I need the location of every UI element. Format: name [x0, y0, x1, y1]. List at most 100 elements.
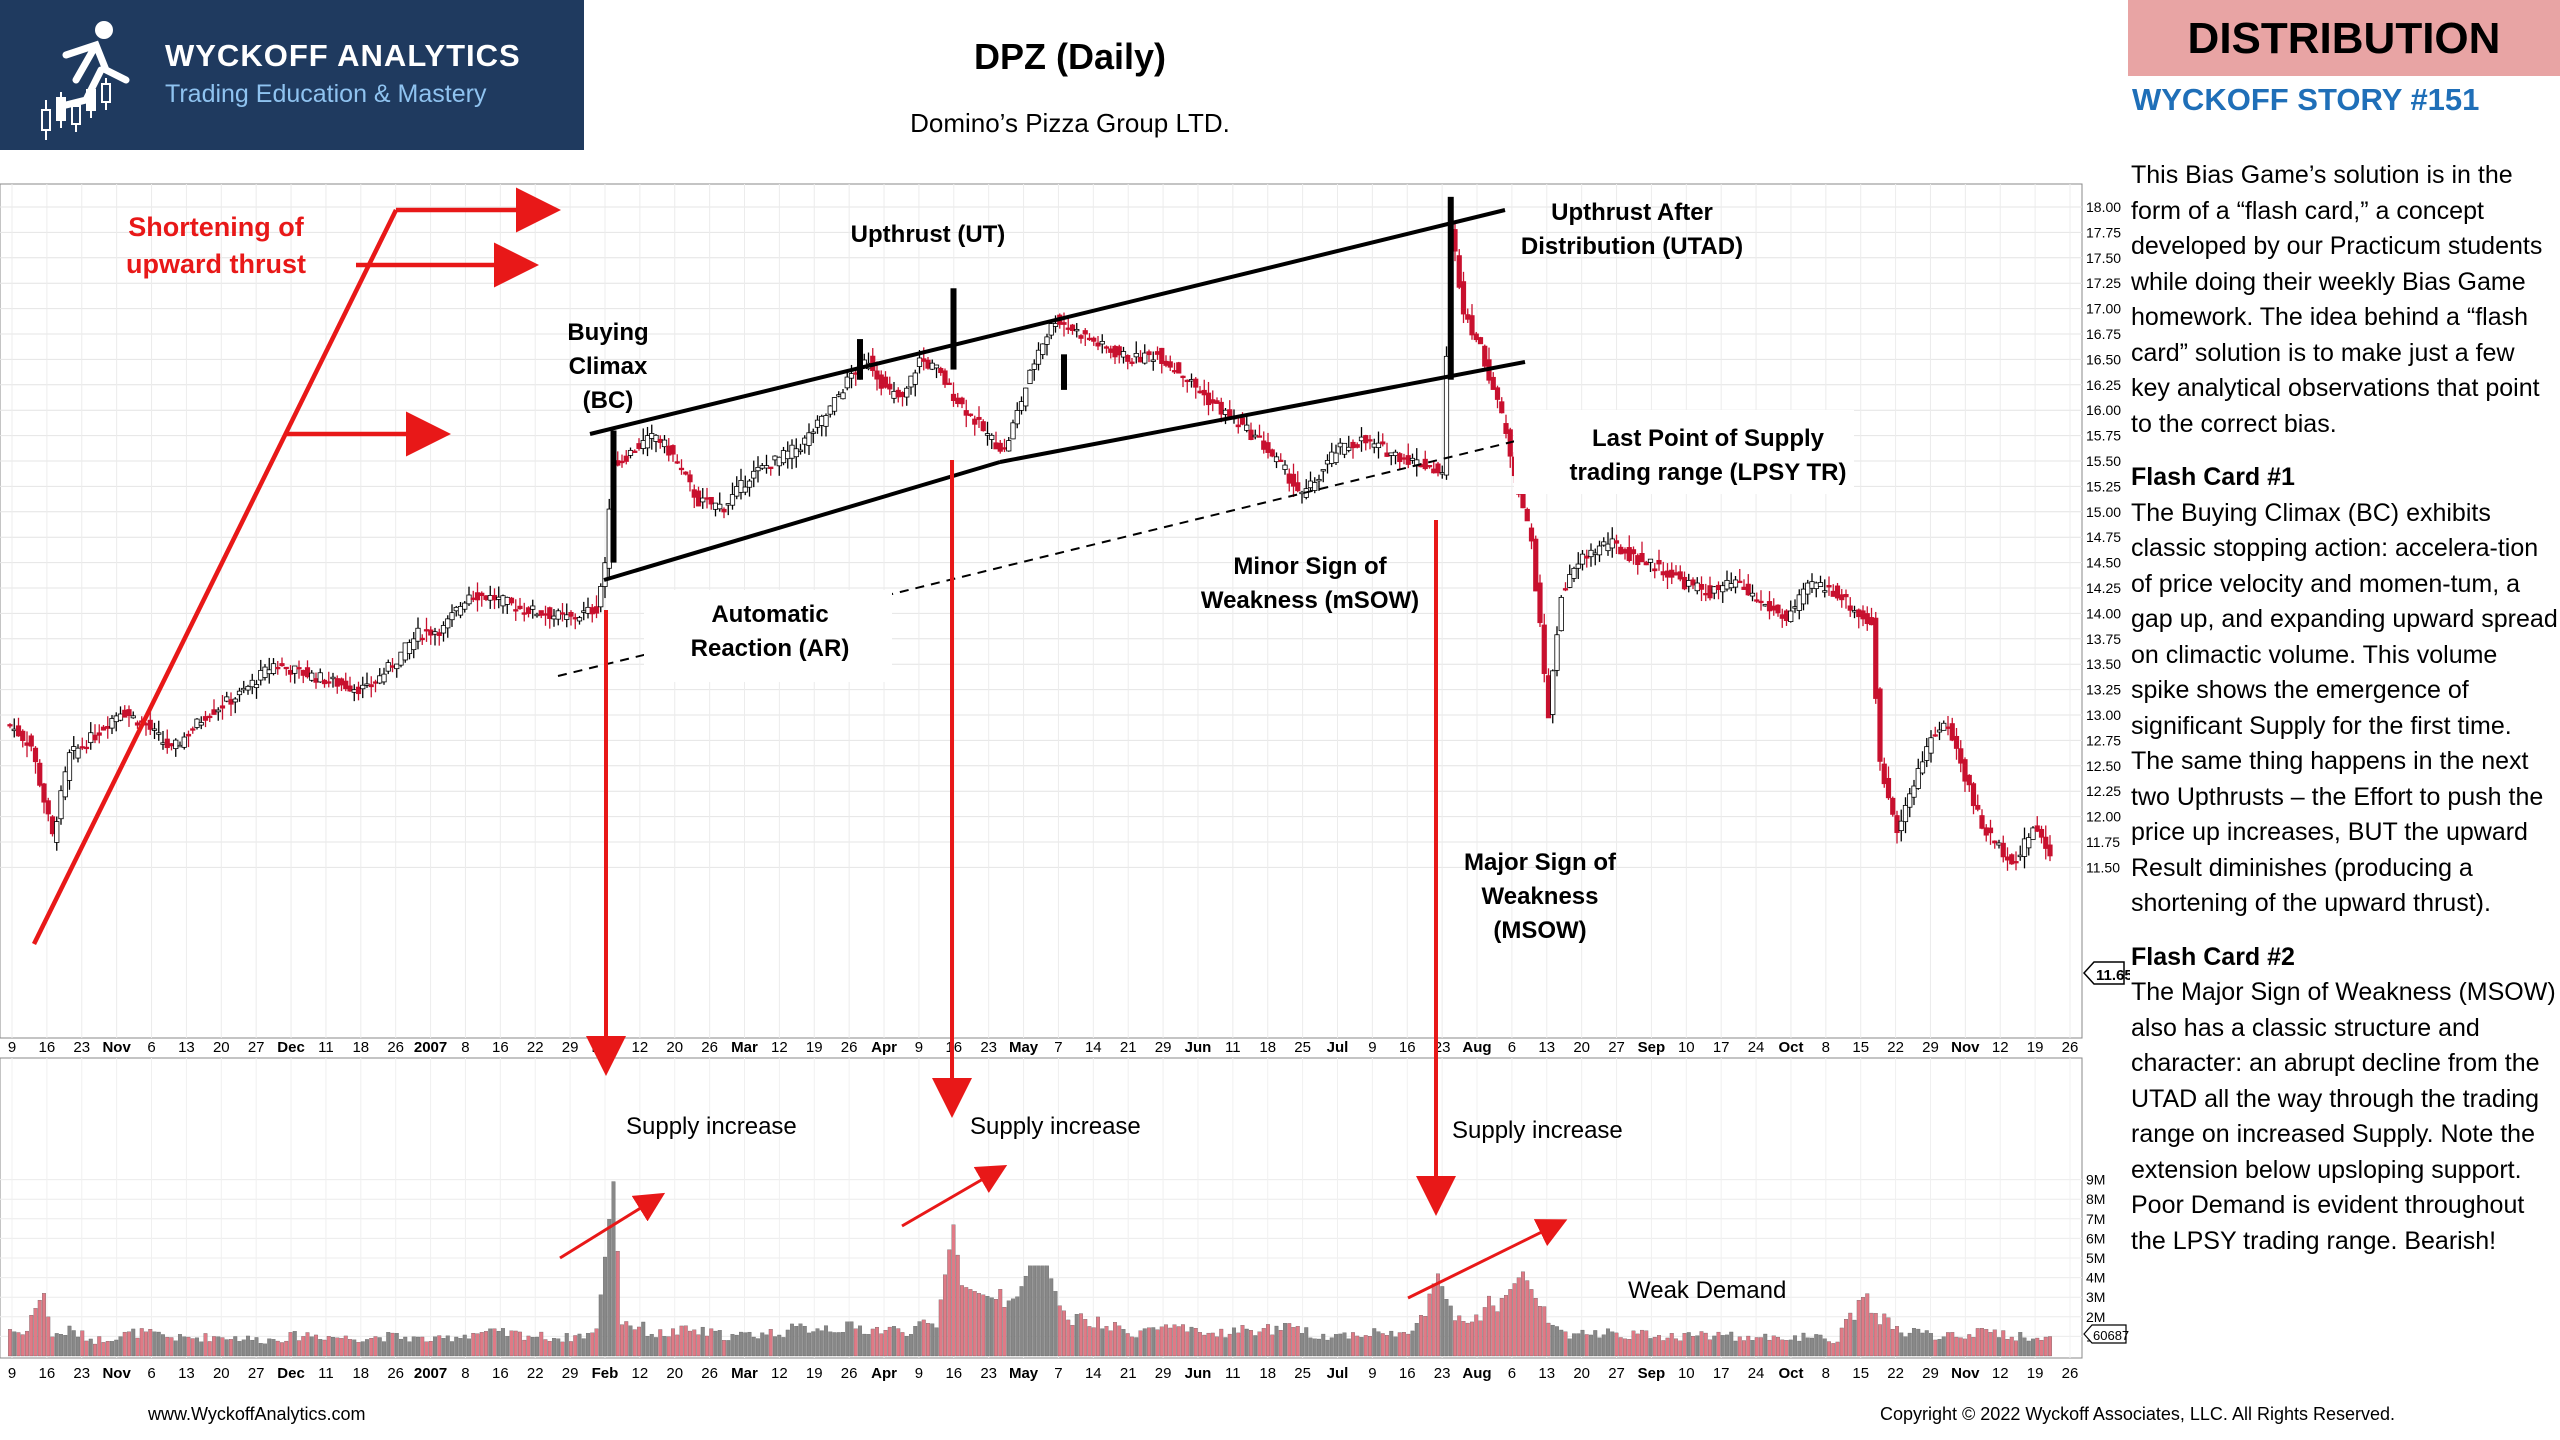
candle-body: [2000, 842, 2006, 858]
candle-body: [1588, 549, 1594, 558]
candle-body: [959, 397, 965, 405]
volume-bar: [1070, 1325, 1075, 1357]
candle-body: [296, 667, 302, 670]
candle-body: [653, 434, 659, 442]
volume-bar: [1104, 1326, 1109, 1357]
volume-bar: [1861, 1297, 1865, 1357]
volume-bar: [2048, 1336, 2052, 1357]
volume-bar: [964, 1287, 969, 1357]
volume-bar: [1062, 1310, 1066, 1357]
candle-body: [2017, 854, 2023, 858]
volume-bar: [1810, 1337, 1814, 1357]
date-axis-price: 91623Nov6132027Dec11182620078162229Feb12…: [8, 1039, 2079, 1056]
candle-body: [1078, 335, 1084, 339]
volume-bar: [475, 1333, 480, 1357]
price-tick-label: 11.50: [2086, 859, 2120, 875]
date-tick-label: 22: [527, 1039, 544, 1056]
volume-bar: [1865, 1293, 1870, 1357]
volume-bar: [1130, 1336, 1134, 1357]
candle-body: [236, 690, 243, 696]
candle-body: [436, 632, 442, 636]
volume-bar: [641, 1321, 646, 1357]
volume-bar: [552, 1338, 556, 1357]
candle-body: [793, 448, 799, 458]
candle-body: [836, 394, 842, 397]
price-tick-label: 13.25: [2086, 682, 2121, 698]
candle-body: [419, 637, 425, 641]
candle-body: [1907, 793, 1913, 808]
volume-bar: [989, 1297, 994, 1357]
volume-bar: [1253, 1335, 1258, 1357]
candle-body: [1099, 340, 1105, 345]
date-tick-label: 17: [1713, 1039, 1730, 1056]
volume-bar: [947, 1249, 952, 1357]
volume-bar: [1559, 1329, 1564, 1357]
price-tick-label: 17.75: [2086, 224, 2121, 240]
candle-body: [1265, 442, 1271, 453]
candle-body: [1201, 389, 1207, 396]
volume-bar: [1729, 1331, 1734, 1357]
candle-body: [1571, 567, 1577, 579]
date-tick-label: 13: [1538, 1365, 1555, 1382]
volume-bar: [768, 1329, 773, 1357]
volume-bar: [1988, 1332, 1993, 1357]
candle-body: [899, 391, 906, 398]
volume-bar: [407, 1341, 412, 1357]
volume-bar: [1623, 1338, 1627, 1357]
volume-bar: [1912, 1328, 1916, 1357]
candle-body: [1711, 586, 1717, 594]
lpsy-label: Last Point of Supply trading range (LPSY…: [1570, 425, 1847, 486]
volume-bar: [518, 1331, 522, 1357]
volume-bar: [365, 1339, 369, 1357]
volume-bar: [420, 1336, 425, 1357]
candle-body: [49, 816, 56, 835]
volume-bar: [1385, 1335, 1389, 1357]
candle-body: [1545, 675, 1552, 719]
candle-body: [691, 489, 697, 498]
volume-bar: [1079, 1313, 1083, 1357]
candle-body: [1630, 549, 1637, 555]
volume-bar: [505, 1336, 510, 1357]
volume-bar: [717, 1330, 722, 1357]
candle-body: [1337, 442, 1343, 448]
volume-bar: [845, 1321, 850, 1357]
volume-bar: [1491, 1305, 1496, 1357]
candle-body: [1142, 352, 1148, 364]
volume-bar: [815, 1328, 820, 1357]
logo-title: WYCKOFF ANALYTICS: [165, 38, 521, 73]
candle-body: [1210, 399, 1216, 404]
volume-bar: [1457, 1315, 1462, 1357]
candle-body: [1894, 815, 1900, 834]
candle-body: [483, 595, 489, 600]
volume-bar: [263, 1343, 267, 1357]
price-panel: [0, 183, 2083, 1039]
price-tick-label: 12.25: [2086, 783, 2121, 799]
volume-bar: [1291, 1327, 1296, 1357]
volume-bar: [1827, 1341, 1831, 1357]
volume-bar: [1223, 1337, 1228, 1357]
date-tick-label: 12: [771, 1039, 788, 1056]
candle-body: [317, 672, 323, 683]
candle-body: [1966, 774, 1972, 786]
volume-bar: [1295, 1326, 1300, 1357]
volume-bar: [1882, 1313, 1887, 1357]
volume-bars: [8, 1181, 2052, 1357]
volume-bar: [199, 1341, 204, 1357]
volume-bar: [101, 1342, 106, 1357]
ut-label: Upthrust (UT): [851, 221, 1006, 248]
volume-bar: [1355, 1335, 1360, 1357]
date-tick-label: 6: [1508, 1039, 1516, 1056]
candle-body: [24, 742, 30, 746]
candle-body: [1261, 440, 1267, 450]
candle-body: [1035, 349, 1042, 365]
candle-body: [823, 415, 829, 427]
price-tick-label: 15.75: [2086, 428, 2121, 444]
volume-bar: [1589, 1334, 1593, 1357]
candle-body: [100, 726, 107, 731]
candle-body: [1771, 605, 1777, 611]
volume-bar: [1414, 1323, 1419, 1357]
volume-bar: [807, 1332, 811, 1357]
date-tick-label: 20: [213, 1039, 230, 1056]
volume-bar: [1512, 1283, 1517, 1357]
candle-body: [1643, 561, 1649, 566]
